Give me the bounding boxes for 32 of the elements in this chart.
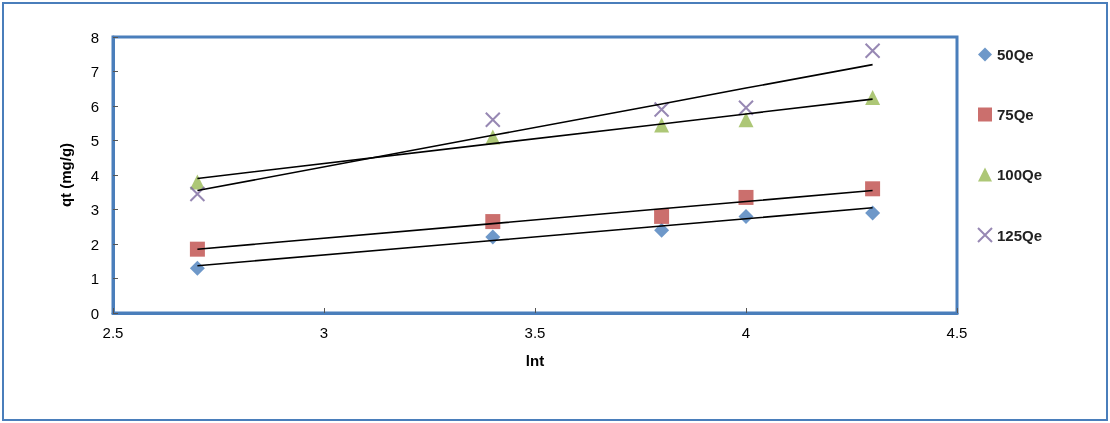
point <box>189 260 205 276</box>
x-tick-label: 2.5 <box>102 324 124 341</box>
x-tick-label: 4 <box>741 324 751 341</box>
y-tick-label: 6 <box>90 97 99 115</box>
x-tick-label: 4.5 <box>946 324 968 341</box>
y-axis-title: qt (mg/g) <box>57 142 74 208</box>
point <box>654 208 670 224</box>
legend-label: 125Qe <box>997 226 1043 244</box>
y-tick-label: 0 <box>90 304 99 322</box>
point <box>738 99 754 116</box>
point <box>864 42 881 59</box>
point <box>189 241 205 257</box>
legend-label: 100Qe <box>997 166 1043 183</box>
point <box>865 205 881 221</box>
y-tick-label: 5 <box>90 132 99 149</box>
point <box>484 111 501 128</box>
point <box>865 181 881 197</box>
point <box>189 185 206 202</box>
y-tick-label: 8 <box>90 28 99 46</box>
y-tick-label: 2 <box>90 235 99 253</box>
point <box>865 89 881 105</box>
point <box>653 101 670 118</box>
legend-label: 50Qe <box>997 46 1034 63</box>
y-tick-label: 3 <box>90 201 99 218</box>
point <box>738 112 754 128</box>
x-tick-label: 3.5 <box>524 324 546 341</box>
y-tick-label: 4 <box>90 166 99 184</box>
x-tick-label: 3 <box>319 324 329 341</box>
legend-label: 75Qe <box>997 106 1034 123</box>
x-axis-title: lnt <box>525 352 545 369</box>
y-tick-label: 1 <box>90 270 99 287</box>
y-tick-label: 7 <box>90 63 99 80</box>
